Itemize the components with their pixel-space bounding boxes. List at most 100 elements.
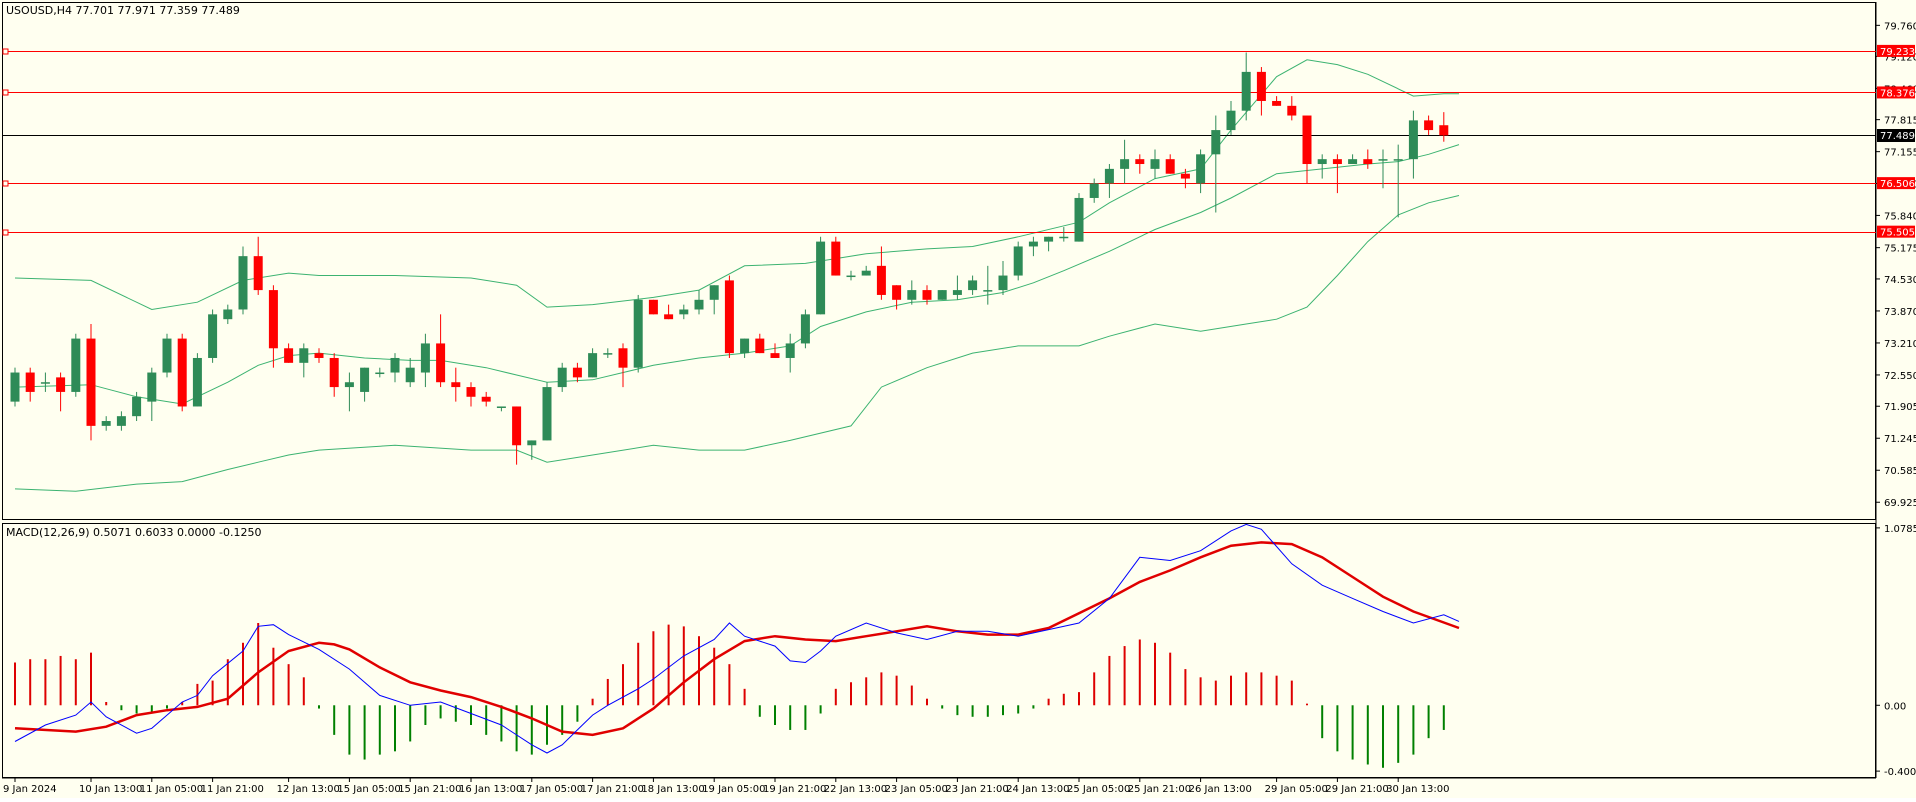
candle[interactable]: [968, 275, 978, 295]
level-anchor-2[interactable]: [2, 89, 9, 96]
candle[interactable]: [1226, 100, 1236, 135]
candle[interactable]: [436, 314, 446, 388]
candle[interactable]: [846, 270, 856, 281]
candle[interactable]: [451, 367, 461, 402]
candle[interactable]: [192, 353, 202, 407]
candle[interactable]: [1256, 67, 1266, 116]
candle[interactable]: [208, 309, 218, 363]
candle[interactable]: [1059, 227, 1069, 242]
candle[interactable]: [1196, 149, 1206, 194]
candle[interactable]: [633, 294, 643, 373]
candle[interactable]: [618, 343, 628, 388]
candle[interactable]: [299, 343, 309, 378]
candle[interactable]: [648, 299, 658, 315]
candle[interactable]: [420, 333, 430, 388]
candles[interactable]: [10, 52, 1449, 465]
candle[interactable]: [876, 246, 886, 300]
candle[interactable]: [71, 333, 81, 397]
candle[interactable]: [724, 275, 734, 358]
candle[interactable]: [344, 372, 354, 412]
candle[interactable]: [1302, 115, 1312, 184]
candle[interactable]: [952, 275, 962, 300]
candle[interactable]: [223, 304, 233, 325]
candle[interactable]: [922, 285, 932, 305]
candle[interactable]: [1317, 154, 1327, 179]
candle[interactable]: [557, 362, 567, 392]
candle[interactable]: [238, 246, 248, 315]
candle[interactable]: [1180, 168, 1190, 189]
candle[interactable]: [1439, 112, 1449, 142]
candle[interactable]: [1332, 154, 1342, 194]
candle[interactable]: [162, 333, 172, 378]
candle[interactable]: [1287, 96, 1297, 121]
candle[interactable]: [785, 333, 795, 373]
candle[interactable]: [56, 372, 66, 412]
candle[interactable]: [816, 236, 826, 315]
candle[interactable]: [572, 362, 582, 383]
candle[interactable]: [1363, 149, 1373, 169]
candle[interactable]: [907, 280, 917, 305]
candle[interactable]: [1348, 154, 1358, 165]
candle[interactable]: [1013, 241, 1023, 281]
level-anchor-3[interactable]: [2, 180, 9, 187]
candle[interactable]: [405, 357, 415, 388]
level-anchor-4[interactable]: [2, 229, 9, 236]
candle[interactable]: [314, 348, 324, 363]
candle[interactable]: [481, 391, 491, 407]
candle[interactable]: [375, 367, 385, 378]
candle[interactable]: [1408, 110, 1418, 179]
candle[interactable]: [588, 348, 598, 378]
candle[interactable]: [329, 353, 339, 397]
level-anchor-1[interactable]: [2, 48, 9, 55]
candle[interactable]: [527, 440, 537, 460]
candle[interactable]: [10, 367, 20, 407]
candle[interactable]: [40, 372, 50, 392]
candle[interactable]: [1241, 52, 1251, 121]
candle[interactable]: [892, 285, 902, 310]
candle[interactable]: [603, 348, 613, 358]
candle[interactable]: [116, 411, 126, 431]
candle[interactable]: [1074, 193, 1084, 242]
candle[interactable]: [177, 333, 187, 412]
candle[interactable]: [679, 304, 689, 320]
candle[interactable]: [25, 367, 35, 402]
candle[interactable]: [770, 343, 780, 358]
candle[interactable]: [1165, 154, 1175, 174]
candle[interactable]: [86, 324, 96, 441]
candle[interactable]: [800, 309, 810, 349]
candle[interactable]: [284, 343, 294, 363]
candle[interactable]: [1150, 149, 1160, 179]
candle[interactable]: [1424, 115, 1434, 135]
candle[interactable]: [390, 353, 400, 383]
candle[interactable]: [1393, 144, 1403, 218]
candle[interactable]: [709, 285, 719, 315]
candle[interactable]: [983, 265, 993, 305]
candle[interactable]: [1104, 164, 1114, 198]
candle[interactable]: [360, 367, 370, 402]
candle[interactable]: [512, 406, 522, 465]
candle[interactable]: [1135, 154, 1145, 174]
candle[interactable]: [1272, 96, 1282, 106]
candle[interactable]: [1089, 178, 1099, 203]
candle[interactable]: [542, 382, 552, 441]
candle[interactable]: [998, 261, 1008, 295]
candle[interactable]: [937, 290, 947, 300]
candle[interactable]: [496, 406, 506, 412]
horizontal-levels[interactable]: [2, 48, 1876, 236]
candle[interactable]: [1044, 236, 1054, 252]
candle[interactable]: [740, 338, 750, 358]
candle[interactable]: [1028, 236, 1038, 257]
candle[interactable]: [861, 265, 871, 276]
candle[interactable]: [1120, 139, 1130, 184]
candle[interactable]: [101, 416, 111, 431]
candle[interactable]: [132, 391, 142, 422]
candle[interactable]: [147, 367, 157, 422]
candle[interactable]: [831, 236, 841, 276]
candle[interactable]: [466, 382, 476, 407]
candle[interactable]: [664, 304, 674, 320]
candle[interactable]: [755, 333, 765, 354]
candle[interactable]: [1211, 115, 1221, 213]
candle[interactable]: [694, 290, 704, 315]
candle[interactable]: [1378, 149, 1388, 189]
